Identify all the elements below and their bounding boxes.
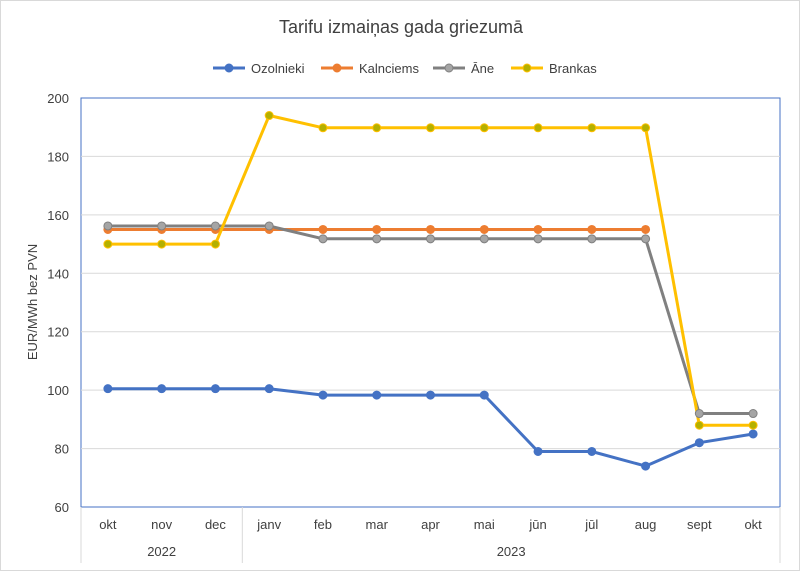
data-point xyxy=(103,221,113,231)
data-point xyxy=(264,384,274,394)
chart-title: Tarifu izmaiņas gada griezumā xyxy=(279,17,524,37)
y-tick-label: 180 xyxy=(47,149,69,164)
x-tick-label: okt xyxy=(99,517,117,532)
data-point xyxy=(426,123,435,133)
data-point xyxy=(318,123,328,133)
x-tick-label: feb xyxy=(314,517,332,532)
legend-swatch-marker xyxy=(224,63,234,73)
data-point xyxy=(264,111,274,121)
data-point xyxy=(641,461,651,471)
series-line-2 xyxy=(107,224,754,415)
data-point xyxy=(426,234,435,244)
x-tick-label: nov xyxy=(151,517,172,532)
data-point xyxy=(479,123,489,133)
data-point xyxy=(210,239,220,249)
data-point xyxy=(210,384,220,394)
data-point xyxy=(641,224,651,234)
data-point xyxy=(157,221,167,231)
data-point xyxy=(694,438,704,448)
x-tick-label: mai xyxy=(474,517,495,532)
legend: Ozolnieki Kalnciems Āne Brankas xyxy=(213,61,597,76)
data-point xyxy=(318,390,328,400)
data-point xyxy=(587,234,597,244)
data-point xyxy=(210,221,220,231)
data-point xyxy=(748,420,758,430)
data-point xyxy=(533,234,543,244)
data-point xyxy=(748,409,758,419)
data-point xyxy=(587,446,597,456)
y-tick-label: 140 xyxy=(47,266,69,281)
data-point xyxy=(641,123,651,133)
gridlines xyxy=(81,155,780,450)
data-point xyxy=(372,123,382,133)
data-point xyxy=(641,234,651,244)
x-tick-label: mar xyxy=(366,517,389,532)
data-point xyxy=(103,239,113,249)
data-point xyxy=(533,123,543,133)
legend-label: Kalnciems xyxy=(359,61,419,76)
x-year-label: 2023 xyxy=(497,544,526,559)
legend-swatch-marker xyxy=(522,63,532,73)
y-tick-label: 80 xyxy=(55,442,69,457)
data-point xyxy=(103,384,113,394)
legend-swatch-marker xyxy=(444,63,454,73)
legend-label: Brankas xyxy=(549,61,597,76)
data-point xyxy=(372,234,382,244)
plot-area-border xyxy=(80,97,781,508)
x-tick-label: sept xyxy=(687,517,712,532)
x-axis: okt nov dec janv feb mar apr mai jūn jūl aug sept ok… xyxy=(80,507,781,563)
data-point xyxy=(694,420,704,430)
data-point xyxy=(318,234,328,244)
series-line-0 xyxy=(107,387,754,468)
legend-label: Ozolnieki xyxy=(251,61,305,76)
y-tick-label: 120 xyxy=(47,325,69,340)
data-point xyxy=(479,390,489,400)
data-point xyxy=(318,224,328,234)
x-tick-label: janv xyxy=(256,517,281,532)
data-point xyxy=(157,384,167,394)
data-point xyxy=(748,429,758,439)
x-tick-label: jūl xyxy=(584,517,598,532)
data-point xyxy=(479,224,489,234)
data-point xyxy=(264,221,274,231)
x-tick-label: okt xyxy=(744,517,762,532)
y-tick-label: 100 xyxy=(47,383,69,398)
data-point xyxy=(157,239,167,249)
series-lines xyxy=(107,114,754,468)
y-tick-label: 160 xyxy=(47,208,69,223)
x-tick-label: apr xyxy=(421,517,440,532)
legend-label: Āne xyxy=(471,61,494,76)
y-tick-label: 60 xyxy=(55,500,69,515)
y-axis: 60 80 100 120 140 160 180 200 xyxy=(47,91,69,515)
y-tick-label: 200 xyxy=(47,91,69,106)
data-point xyxy=(533,446,543,456)
data-point xyxy=(426,390,435,400)
x-tick-label: jūn xyxy=(528,517,546,532)
data-point xyxy=(694,409,704,419)
series-markers xyxy=(103,111,758,471)
data-point xyxy=(587,123,597,133)
x-year-label: 2022 xyxy=(147,544,176,559)
y-axis-label: EUR/MWh bez PVN xyxy=(25,244,40,360)
data-point xyxy=(426,224,435,234)
data-point xyxy=(372,224,382,234)
x-tick-label: dec xyxy=(205,517,226,532)
data-point xyxy=(587,224,597,234)
legend-swatch-marker xyxy=(332,63,342,73)
data-point xyxy=(533,224,543,234)
x-tick-label: aug xyxy=(635,517,657,532)
data-point xyxy=(372,390,382,400)
data-point xyxy=(479,234,489,244)
